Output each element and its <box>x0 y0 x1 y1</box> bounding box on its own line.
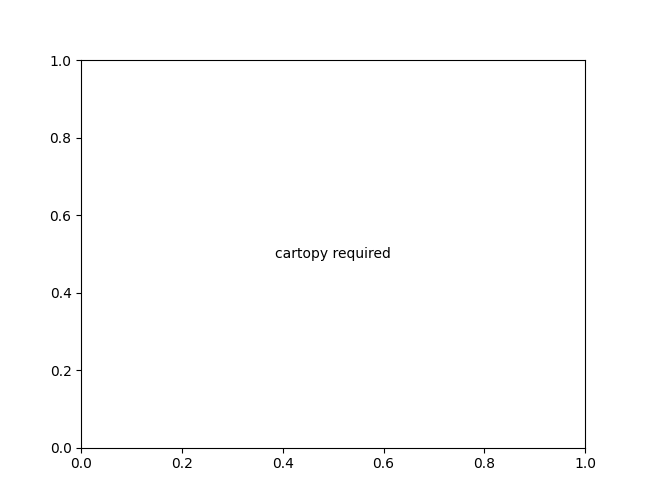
Text: cartopy required: cartopy required <box>275 247 391 261</box>
